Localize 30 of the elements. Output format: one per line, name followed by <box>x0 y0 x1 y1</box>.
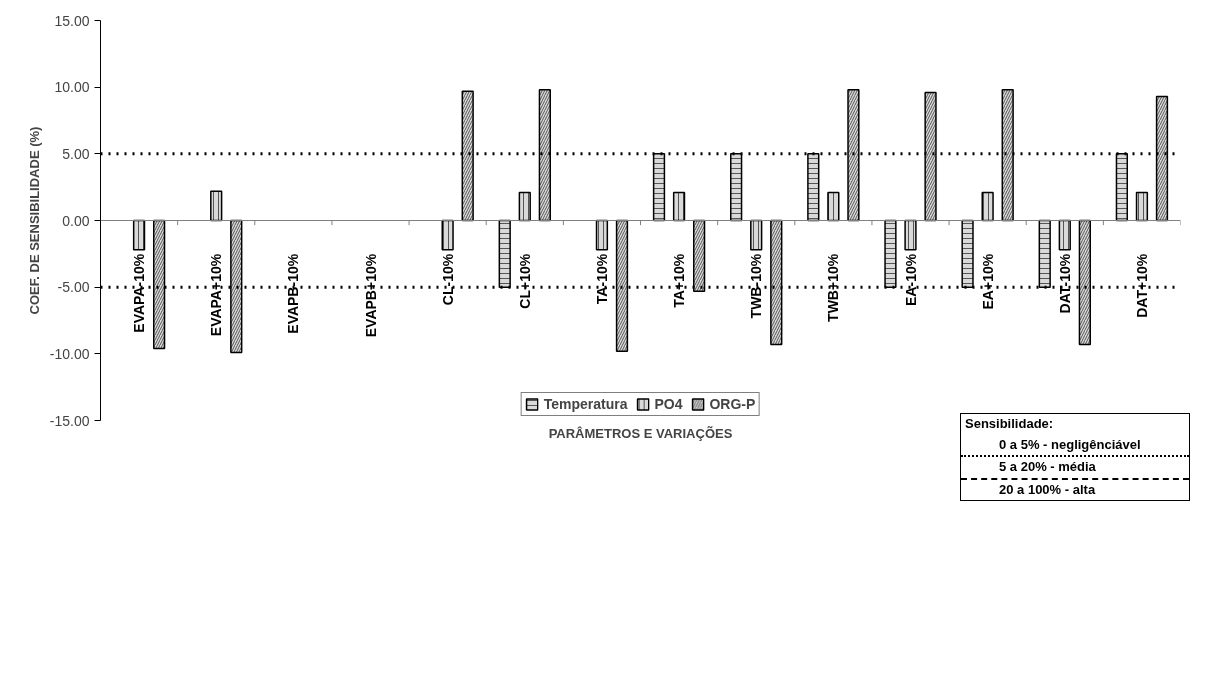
y-tick-label: 0.00 <box>62 212 90 229</box>
y-tick-label: 15.00 <box>54 12 90 29</box>
y-axis-title: COEF. DE SENSIBILIDADE (%) <box>26 126 42 315</box>
x-tick-label: EVAPA+10% <box>208 253 225 337</box>
y-tick-label: 5.00 <box>62 145 90 162</box>
y-tick-label: 10.00 <box>54 79 90 96</box>
legend-label: PO4 <box>654 396 683 412</box>
x-tick-label: EA+10% <box>979 253 996 310</box>
y-tick-label: -5.00 <box>57 279 90 296</box>
x-tick-label: DAT-10% <box>1056 253 1073 314</box>
x-axis-title: PARÂMETROS E VARIAÇÕES <box>548 425 733 441</box>
y-tick-label: -10.00 <box>49 345 90 362</box>
legend-label: Temperatura <box>543 396 628 412</box>
text: 5 a 20% - média <box>961 457 1189 480</box>
x-tick-label: EVAPA-10% <box>131 253 148 333</box>
x-tick-label: EVAPB-10% <box>285 253 302 334</box>
x-tick-label: DAT+10% <box>1133 253 1150 318</box>
x-tick-label: TWB-10% <box>748 253 765 319</box>
x-tick-label: CL-10% <box>439 253 456 306</box>
annotation: Sensibilidade: <box>964 415 1055 433</box>
text: 0 a 5% - negligênciável <box>961 434 1189 458</box>
x-tick-label: TA+10% <box>671 253 688 308</box>
x-tick-label: TWB+10% <box>825 253 842 322</box>
x-tick-label: TA-10% <box>593 253 610 305</box>
text: 20 a 100% - alta <box>998 480 1097 499</box>
x-tick-label: EA-10% <box>902 253 919 306</box>
legend-label: ORG-P <box>709 396 756 412</box>
x-tick-label: CL+10% <box>516 253 533 309</box>
x-tick-label: EVAPB+10% <box>362 253 379 338</box>
y-tick-label: -15.00 <box>49 412 90 429</box>
